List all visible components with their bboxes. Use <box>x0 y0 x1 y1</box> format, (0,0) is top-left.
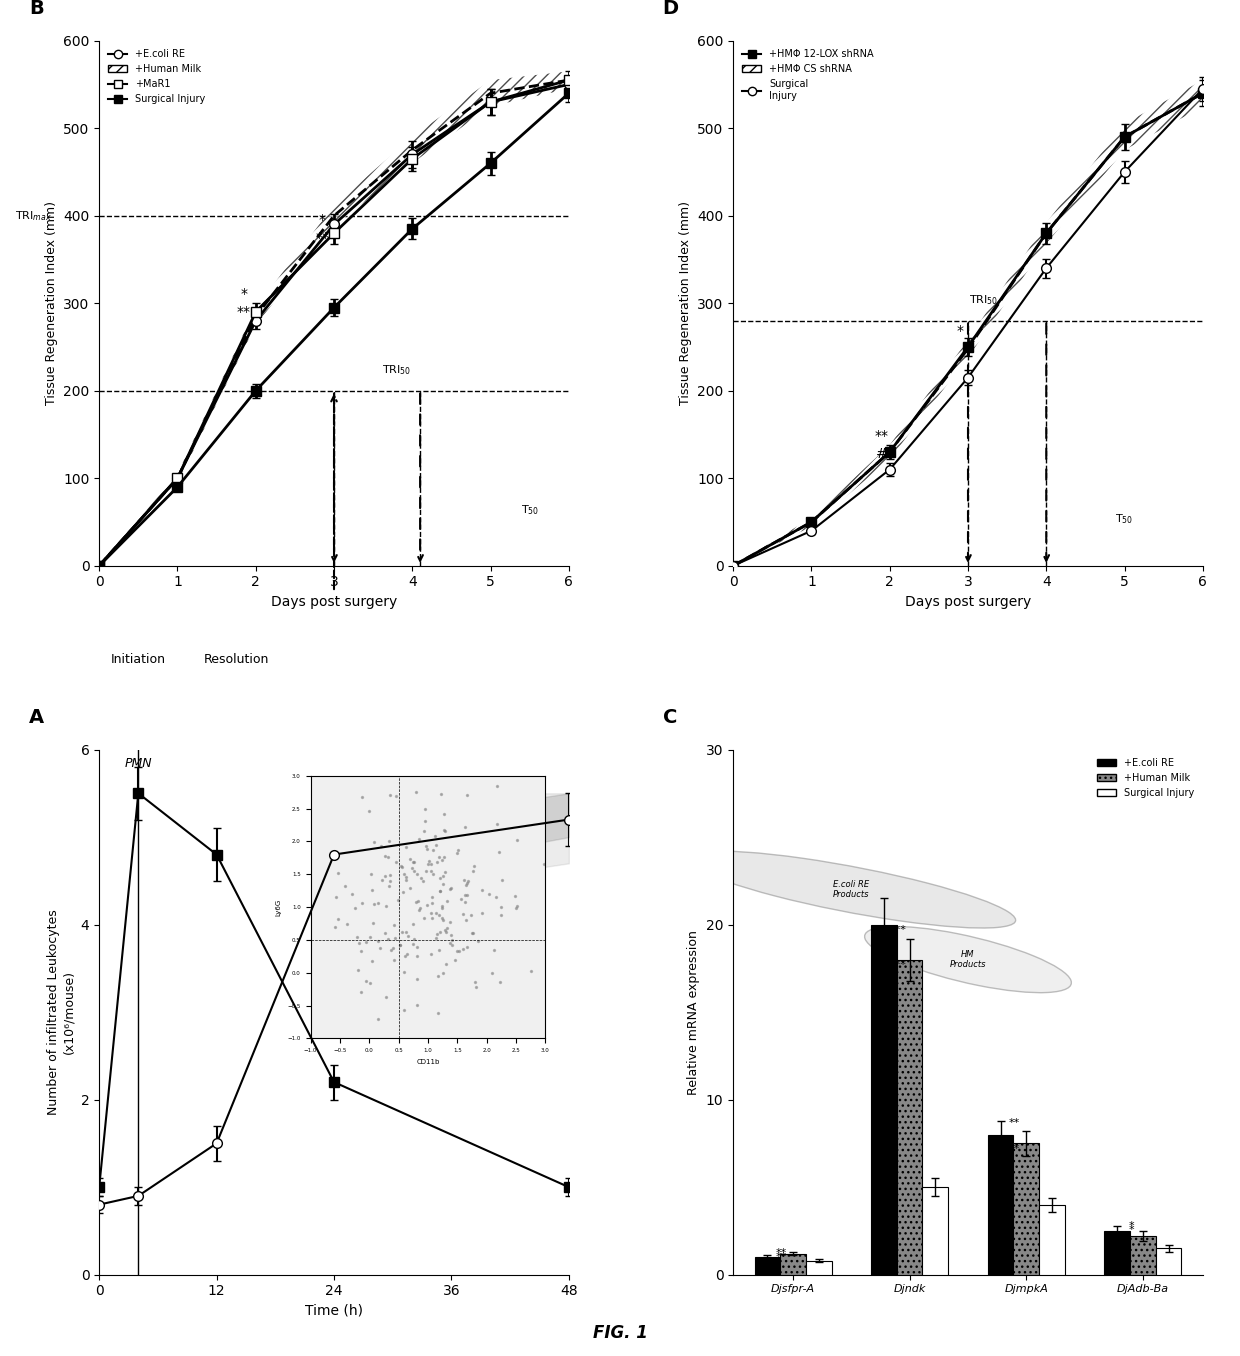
Text: HM
Products: HM Products <box>950 951 986 970</box>
Text: B: B <box>29 0 43 19</box>
Bar <box>897 960 923 1275</box>
Legend: +E.coli RE, +Human Milk, Surgical Injury: +E.coli RE, +Human Milk, Surgical Injury <box>1092 754 1198 801</box>
Bar <box>806 1261 832 1275</box>
Ellipse shape <box>864 926 1071 993</box>
Y-axis label: Number of infiltrated Leukocytes
(x10⁶/mouse): Number of infiltrated Leukocytes (x10⁶/m… <box>47 910 76 1115</box>
Text: A: A <box>29 708 43 727</box>
Text: E.coli RE
Products: E.coli RE Products <box>833 880 869 899</box>
Ellipse shape <box>687 852 1016 928</box>
Text: *: * <box>1128 1224 1135 1234</box>
Text: **: ** <box>237 305 250 319</box>
Text: PMN: PMN <box>124 757 153 770</box>
Text: TRI$_{max}$: TRI$_{max}$ <box>15 209 52 222</box>
Text: C: C <box>662 708 677 727</box>
Legend: +HMΦ 12-LOX shRNA, +HMΦ CS shRNA, Surgical
Injury: +HMΦ 12-LOX shRNA, +HMΦ CS shRNA, Surgic… <box>738 46 878 104</box>
Text: **: ** <box>1009 1117 1021 1128</box>
Bar <box>780 1254 806 1275</box>
Text: **: ** <box>315 231 330 244</box>
Text: *: * <box>241 287 248 301</box>
X-axis label: Time (h): Time (h) <box>305 1304 363 1318</box>
Text: *: * <box>1128 1222 1135 1231</box>
Text: FIG. 1: FIG. 1 <box>593 1325 647 1342</box>
X-axis label: Days post surgery: Days post surgery <box>905 595 1032 609</box>
Y-axis label: Relative mRNA expression: Relative mRNA expression <box>687 930 701 1094</box>
Text: ***: *** <box>889 960 906 971</box>
Text: ***: *** <box>889 925 906 936</box>
Text: T$_{50}$: T$_{50}$ <box>1116 513 1133 526</box>
Bar <box>988 1135 1013 1275</box>
Bar <box>1105 1231 1130 1275</box>
X-axis label: Days post surgery: Days post surgery <box>270 595 397 609</box>
Text: *: * <box>319 213 326 226</box>
Y-axis label: Tissue Regeneration Index (mm): Tissue Regeneration Index (mm) <box>45 201 57 405</box>
Legend: +E.coli RE, +Human Milk, +MaR1, Surgical Injury: +E.coli RE, +Human Milk, +MaR1, Surgical… <box>104 46 210 108</box>
Text: Resolution: Resolution <box>203 654 269 666</box>
Text: *: * <box>957 324 963 338</box>
Bar <box>923 1186 949 1275</box>
Text: TRI$_{50}$: TRI$_{50}$ <box>968 293 998 306</box>
Text: #: # <box>875 446 888 461</box>
Bar <box>754 1257 780 1275</box>
Text: Monocytes/
Macrophages: Monocytes/ Macrophages <box>453 818 528 839</box>
Text: **: ** <box>1009 1144 1021 1154</box>
Bar <box>1130 1237 1156 1275</box>
Bar <box>1039 1204 1065 1275</box>
Bar <box>1013 1143 1039 1275</box>
Text: Initiation: Initiation <box>110 654 166 666</box>
Text: **: ** <box>875 430 889 443</box>
Text: **: ** <box>776 1252 787 1262</box>
Text: D: D <box>662 0 678 19</box>
Text: **: ** <box>776 1249 787 1258</box>
Text: T$_{50}$: T$_{50}$ <box>521 503 539 517</box>
Y-axis label: Tissue Regeneration Index (mm): Tissue Regeneration Index (mm) <box>678 201 692 405</box>
Bar <box>872 925 897 1275</box>
Text: TRI$_{50}$: TRI$_{50}$ <box>382 363 412 377</box>
Bar <box>1156 1249 1182 1275</box>
